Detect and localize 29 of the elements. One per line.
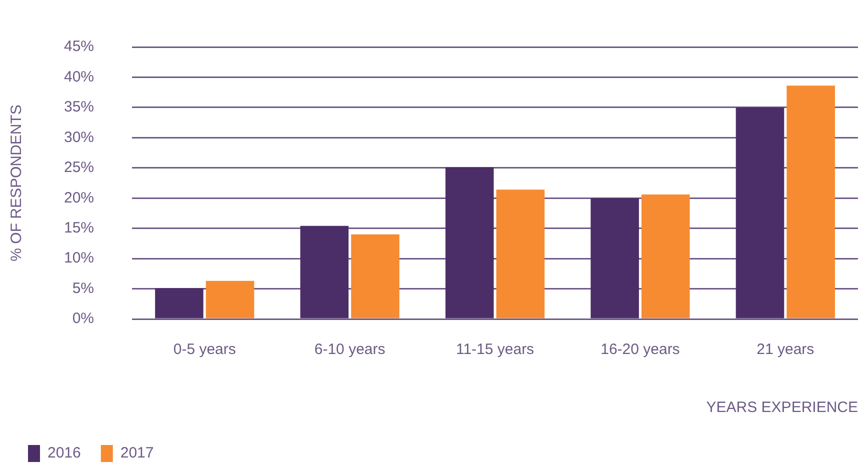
y-tick-label: 35% [64, 98, 94, 116]
bar [786, 86, 835, 318]
bar [641, 194, 690, 318]
y-tick-label: 40% [64, 68, 94, 86]
x-tick-label: 21 years [756, 341, 814, 358]
y-axis-title: % OF RESPONDENTS [8, 104, 26, 262]
bar [445, 167, 494, 318]
x-axis-title: YEARS EXPERIENCE [706, 399, 858, 416]
bar [206, 280, 254, 318]
y-tick-label: 0% [72, 310, 94, 328]
bar [351, 234, 400, 318]
x-tick-label: 0-5 years [173, 341, 236, 358]
x-tick-label: 6-10 years [314, 341, 386, 358]
bar [496, 190, 545, 318]
bar [736, 107, 784, 318]
x-tick-label: 11-15 years [456, 341, 534, 358]
y-tick-label: 45% [64, 38, 94, 56]
y-tick-label: 30% [64, 128, 94, 146]
bar [590, 198, 639, 318]
legend-label: 2017 [120, 444, 154, 462]
y-tick-label: 25% [64, 159, 94, 176]
bar [300, 226, 349, 318]
y-tick-label: 20% [64, 189, 94, 206]
legend-label: 2016 [48, 444, 81, 462]
y-tick-label: 10% [64, 250, 94, 267]
x-tick-label: 16-20 years [600, 341, 680, 358]
y-tick-label: 15% [64, 219, 94, 236]
y-tick-label: 5% [72, 280, 94, 297]
bar [155, 288, 204, 318]
